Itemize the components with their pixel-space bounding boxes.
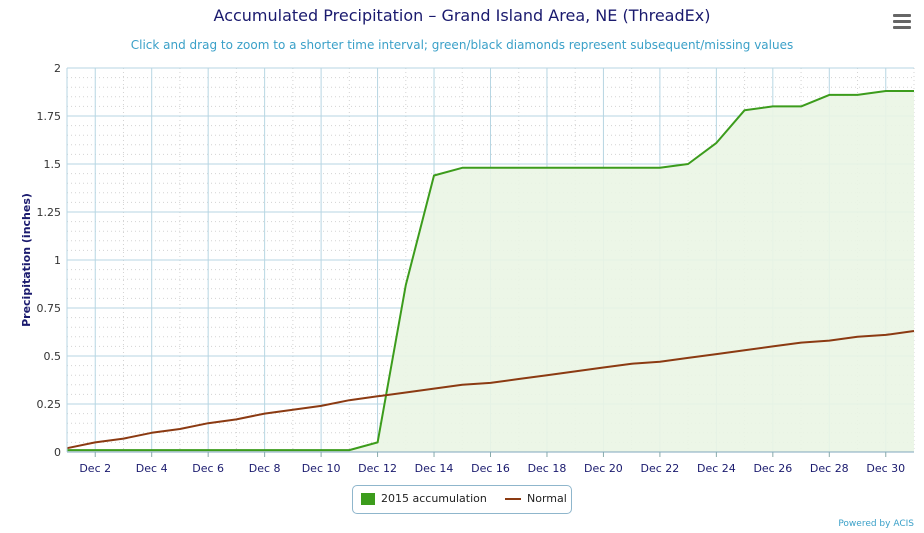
y-tick-label: 0 <box>54 446 61 459</box>
x-tick-label: Dec 20 <box>584 462 623 475</box>
x-tick-label: Dec 8 <box>249 462 281 475</box>
x-tick-label: Dec 6 <box>192 462 224 475</box>
legend-swatch-normal <box>505 497 521 500</box>
x-tick-label: Dec 22 <box>641 462 680 475</box>
hamburger-icon-bar <box>893 26 911 29</box>
y-tick-label: 1.75 <box>37 110 62 123</box>
hamburger-icon-bar <box>893 14 911 17</box>
legend-swatch-accumulation <box>361 492 375 505</box>
y-axis-label: Precipitation (inches) <box>20 193 33 327</box>
y-tick-label: 1.5 <box>44 158 62 171</box>
x-tick-label: Dec 18 <box>528 462 567 475</box>
x-tick-label: Dec 2 <box>79 462 111 475</box>
y-tick-label: 0.25 <box>37 398 62 411</box>
x-tick-label: Dec 26 <box>753 462 792 475</box>
series-layer <box>66 90 915 452</box>
axes-layer: 0 0.25 0.5 0.75 1 1.25 1.5 1.75 2 Dec 2 Dec 4 Dec 6… <box>37 62 914 475</box>
chart-title: Accumulated Precipitation – Grand Island… <box>213 6 711 25</box>
chart-legend: 2015 accumulation Normal <box>352 485 572 514</box>
x-tick-label: Dec 10 <box>302 462 341 475</box>
accumulation-line[interactable] <box>67 90 914 452</box>
chart-subtitle: Click and drag to zoom to a shorter time… <box>130 38 794 52</box>
x-tick-label: Dec 14 <box>415 462 454 475</box>
accumulation-area <box>67 91 914 452</box>
y-tick-label: 2 <box>54 62 61 75</box>
x-tick-label: Dec 30 <box>866 462 905 475</box>
y-tick-label: 1.25 <box>37 206 62 219</box>
y-tick-label: 1 <box>54 254 61 267</box>
x-tick-label: Dec 16 <box>471 462 510 475</box>
x-tick-label: Dec 12 <box>358 462 397 475</box>
x-tick-label: Dec 28 <box>810 462 849 475</box>
legend-item-normal[interactable]: Normal <box>505 492 567 505</box>
hamburger-icon-bar <box>893 20 911 23</box>
powered-by-link[interactable]: Powered by ACIS <box>838 519 914 529</box>
normal-line[interactable] <box>66 330 915 450</box>
legend-label-accumulation: 2015 accumulation <box>381 492 487 505</box>
legend-item-accumulation[interactable]: 2015 accumulation <box>361 492 487 505</box>
y-tick-label: 0.75 <box>37 302 62 315</box>
x-tick-label: Dec 24 <box>697 462 736 475</box>
chart-menu-button[interactable] <box>893 14 911 30</box>
y-tick-label: 0.5 <box>44 350 62 363</box>
legend-label-normal: Normal <box>527 492 567 505</box>
x-tick-label: Dec 4 <box>136 462 168 475</box>
